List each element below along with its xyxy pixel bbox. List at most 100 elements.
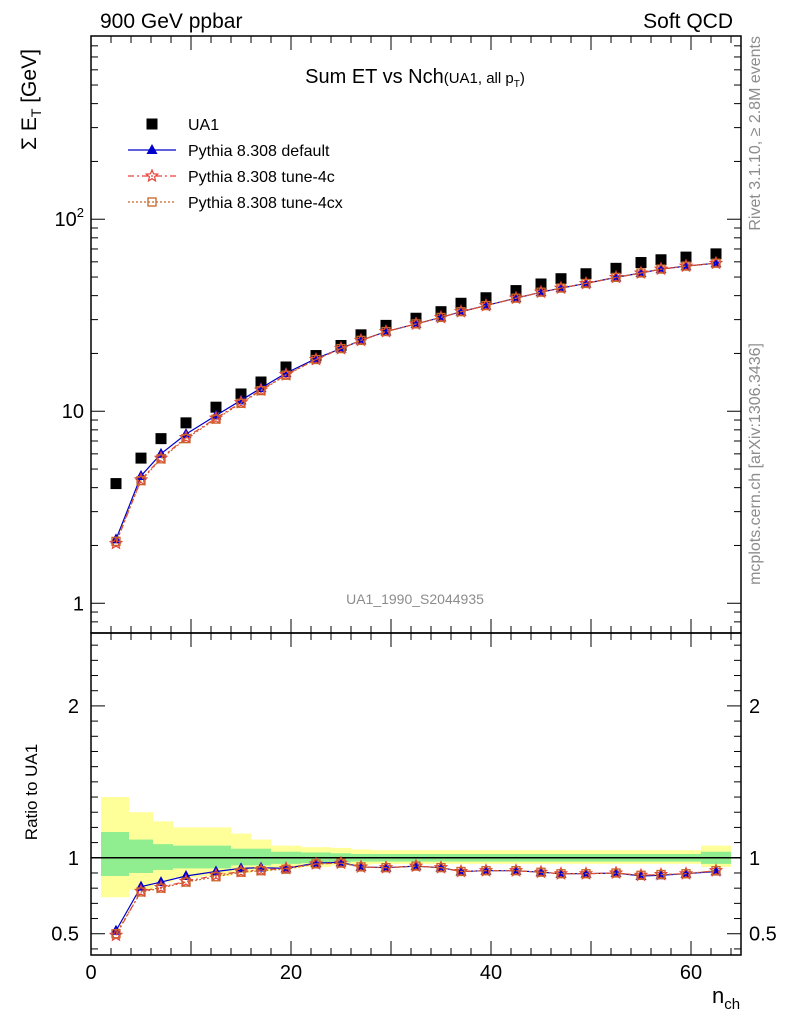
main-y-axis-label-main: Σ E — [18, 117, 41, 150]
ratio-y-axis-label: Ratio to UA1 — [22, 744, 41, 840]
main-point-tune4cx — [656, 264, 666, 274]
main-point-tune4cx — [411, 319, 421, 329]
main-point-tune4cx — [581, 278, 591, 289]
main-point-tune4cx — [681, 261, 691, 271]
main-y-tick-label: 10 — [62, 401, 84, 423]
main-point-tune4cx — [136, 476, 146, 486]
ratio-band-inner-bin — [153, 844, 173, 870]
main-point-tune4cx — [636, 268, 646, 278]
main-point-tune4cx — [481, 300, 491, 311]
ratio-band-inner-bin — [101, 831, 129, 877]
ratio-line-tune4cx — [115, 862, 717, 935]
chart-title-sub-close: ) — [520, 70, 525, 87]
ratio-point-tune4cx — [111, 929, 121, 939]
x-axis-label-main: n — [712, 983, 724, 1008]
x-tick-label: 40 — [480, 962, 502, 984]
ratio-y-tick-label-right: 1 — [749, 848, 760, 870]
main-point-tune4cx — [611, 272, 621, 283]
legend-label-tune4c: Pythia 8.308 tune-4c — [188, 169, 335, 186]
ratio-point-tune4cx — [411, 861, 421, 871]
main-point-data — [480, 292, 492, 304]
ratio-y-tick-label-right: 0.5 — [749, 924, 777, 946]
x-axis-label: nch — [712, 983, 740, 1013]
data-series — [108, 248, 724, 942]
main-point-data — [510, 285, 522, 297]
legend-marker-tune4cx — [147, 197, 157, 207]
ratio-point-tune4cx — [311, 859, 321, 869]
ratio-point-tune4cx — [636, 870, 646, 880]
main-point-data — [135, 452, 147, 464]
main-y-axis-label: Σ ET [GeV] — [18, 49, 44, 150]
x-tick-label: 20 — [280, 962, 302, 984]
header-right-label: Soft QCD — [643, 10, 733, 33]
main-y-axis-label-index: T — [28, 108, 44, 117]
main-point-data — [210, 401, 222, 413]
main-point-tune4cx — [381, 326, 391, 337]
main-y-axis-label-unit: [GeV] — [18, 49, 41, 109]
main-point-tune4cx — [511, 293, 521, 303]
main-point-tune4cx — [356, 335, 366, 345]
main-point-data — [110, 478, 122, 490]
main-point-tune4cx — [156, 454, 166, 464]
main-point-data — [710, 248, 722, 260]
main-point-data — [655, 254, 667, 266]
main-point-data — [280, 361, 292, 373]
ratio-line-default — [115, 861, 717, 931]
main-point-data — [555, 273, 567, 285]
chart-title: Sum ET vs Nch(UA1, all pT) — [305, 66, 525, 90]
main-point-data — [535, 278, 547, 290]
rivet-version-label: Rivet 3.1.10, ≥ 2.8M events — [747, 36, 764, 231]
ratio-point-tune4cx — [681, 869, 691, 879]
ratio-point-tune4cx — [711, 866, 721, 876]
ratio-y-tick-label-left: 2 — [68, 696, 79, 718]
ratio-point-tune4cx — [211, 872, 221, 882]
legend-label-default: Pythia 8.308 default — [188, 143, 330, 160]
main-point-data — [180, 417, 192, 429]
main-point-tune4cx — [236, 398, 246, 408]
ratio-point-tune4cx — [656, 869, 666, 880]
ratio-point-tune4cx — [511, 866, 521, 876]
main-point-data — [580, 268, 592, 280]
legend-marker-tune4c — [144, 168, 160, 183]
ratio-uncertainty-bands — [101, 797, 731, 898]
mcplots-label: mcplots.cern.ch [arXiv:1306.3436] — [747, 343, 764, 585]
main-point-tune4cx — [556, 283, 566, 293]
header-left-label: 900 GeV ppbar — [100, 10, 242, 33]
ratio-band-inner-bin — [231, 848, 251, 866]
ratio-y-tick-label-left: 1 — [68, 848, 79, 870]
x-axis-label-index: ch — [724, 996, 740, 1013]
main-point-tune4cx — [436, 312, 446, 323]
ratio-point-tune4cx — [436, 863, 446, 873]
main-point-data — [455, 297, 467, 309]
ratio-band-inner-bin — [201, 845, 231, 869]
ratio-point-tune4cx — [581, 869, 591, 879]
main-y-tick-label-exponent: 2 — [77, 205, 84, 220]
ratio-band-inner-bin — [129, 839, 153, 873]
main-point-data — [155, 433, 167, 445]
chart-title-sub: (UA1, all p — [444, 70, 514, 87]
ratio-point-tune4cx — [481, 866, 491, 876]
ratio-point-tune4cx — [356, 862, 366, 872]
ratio-point-tune4cx — [136, 887, 146, 897]
ratio-point-tune4cx — [381, 863, 391, 873]
ratio-point-tune4cx — [336, 858, 346, 868]
main-point-data — [255, 376, 267, 388]
ratio-point-tune4cx — [256, 866, 266, 876]
main-point-data — [680, 251, 692, 263]
ratio-point-tune4cx — [536, 867, 546, 877]
ratio-y-tick-label-left: 0.5 — [51, 924, 79, 946]
legend-marker-default — [146, 144, 158, 154]
ratio-point-tune4cx — [281, 864, 291, 874]
main-line-tune4c — [115, 262, 717, 544]
ratio-y-tick-label-right: 2 — [749, 696, 760, 718]
main-point-tune4cx — [456, 307, 466, 317]
ratio-point-tune4cx — [556, 869, 566, 879]
ratio-point-tune4cx — [156, 883, 166, 893]
analysis-watermark: UA1_1990_S2044935 — [346, 591, 484, 607]
ratio-point-tune4cx — [236, 867, 246, 877]
chart-title-sub-index: T — [514, 79, 520, 90]
ratio-line-tune4c — [115, 862, 717, 936]
main-point-tune4cx — [711, 258, 721, 268]
ratio-band-inner-bin — [173, 845, 201, 869]
